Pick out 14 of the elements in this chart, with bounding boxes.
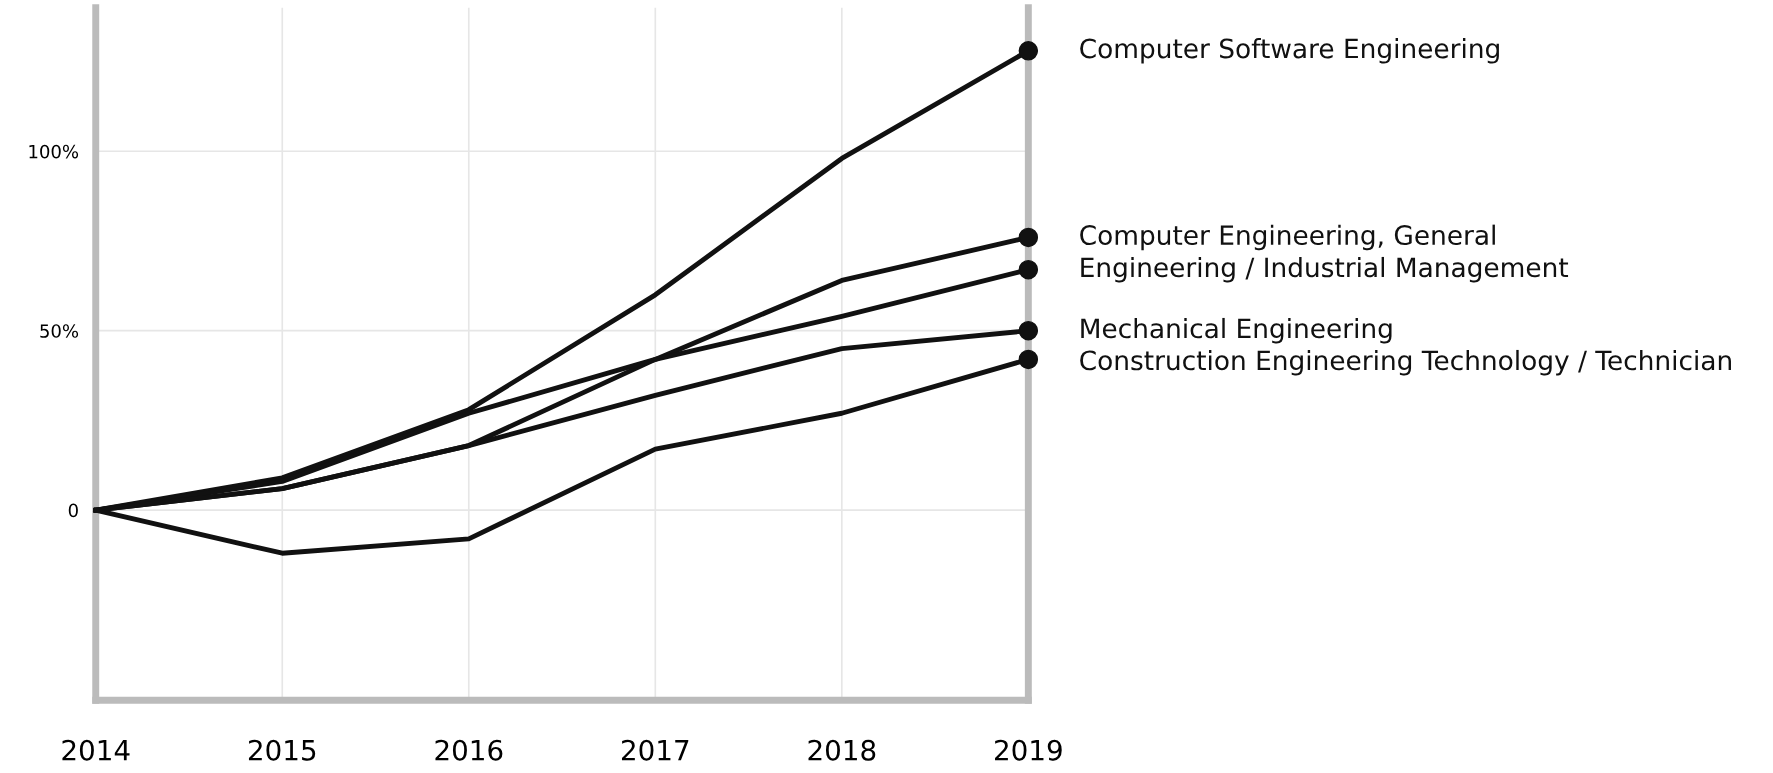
x-tick-label: 2019 xyxy=(995,739,1062,761)
x-tick-label: 2017 xyxy=(621,739,689,761)
series-label: Construction Engineering Technology / Technician xyxy=(1080,349,1731,376)
x-tick-label: 2014 xyxy=(62,739,130,761)
x-tick-label: 2015 xyxy=(248,739,316,761)
y-tick-label: 100% xyxy=(29,144,79,159)
series-label: Mechanical Engineering xyxy=(1081,317,1392,344)
y-tick-label: 50% xyxy=(40,324,79,338)
x-tick-label: 2018 xyxy=(808,739,876,761)
series-label: Computer Software Engineering xyxy=(1080,38,1499,64)
x-tick-label: 2016 xyxy=(435,739,503,761)
y-tick-label: 0 xyxy=(68,503,78,518)
series-label: Computer Engineering, General xyxy=(1080,224,1495,251)
series-label: Engineering / Industrial Management xyxy=(1081,256,1569,283)
